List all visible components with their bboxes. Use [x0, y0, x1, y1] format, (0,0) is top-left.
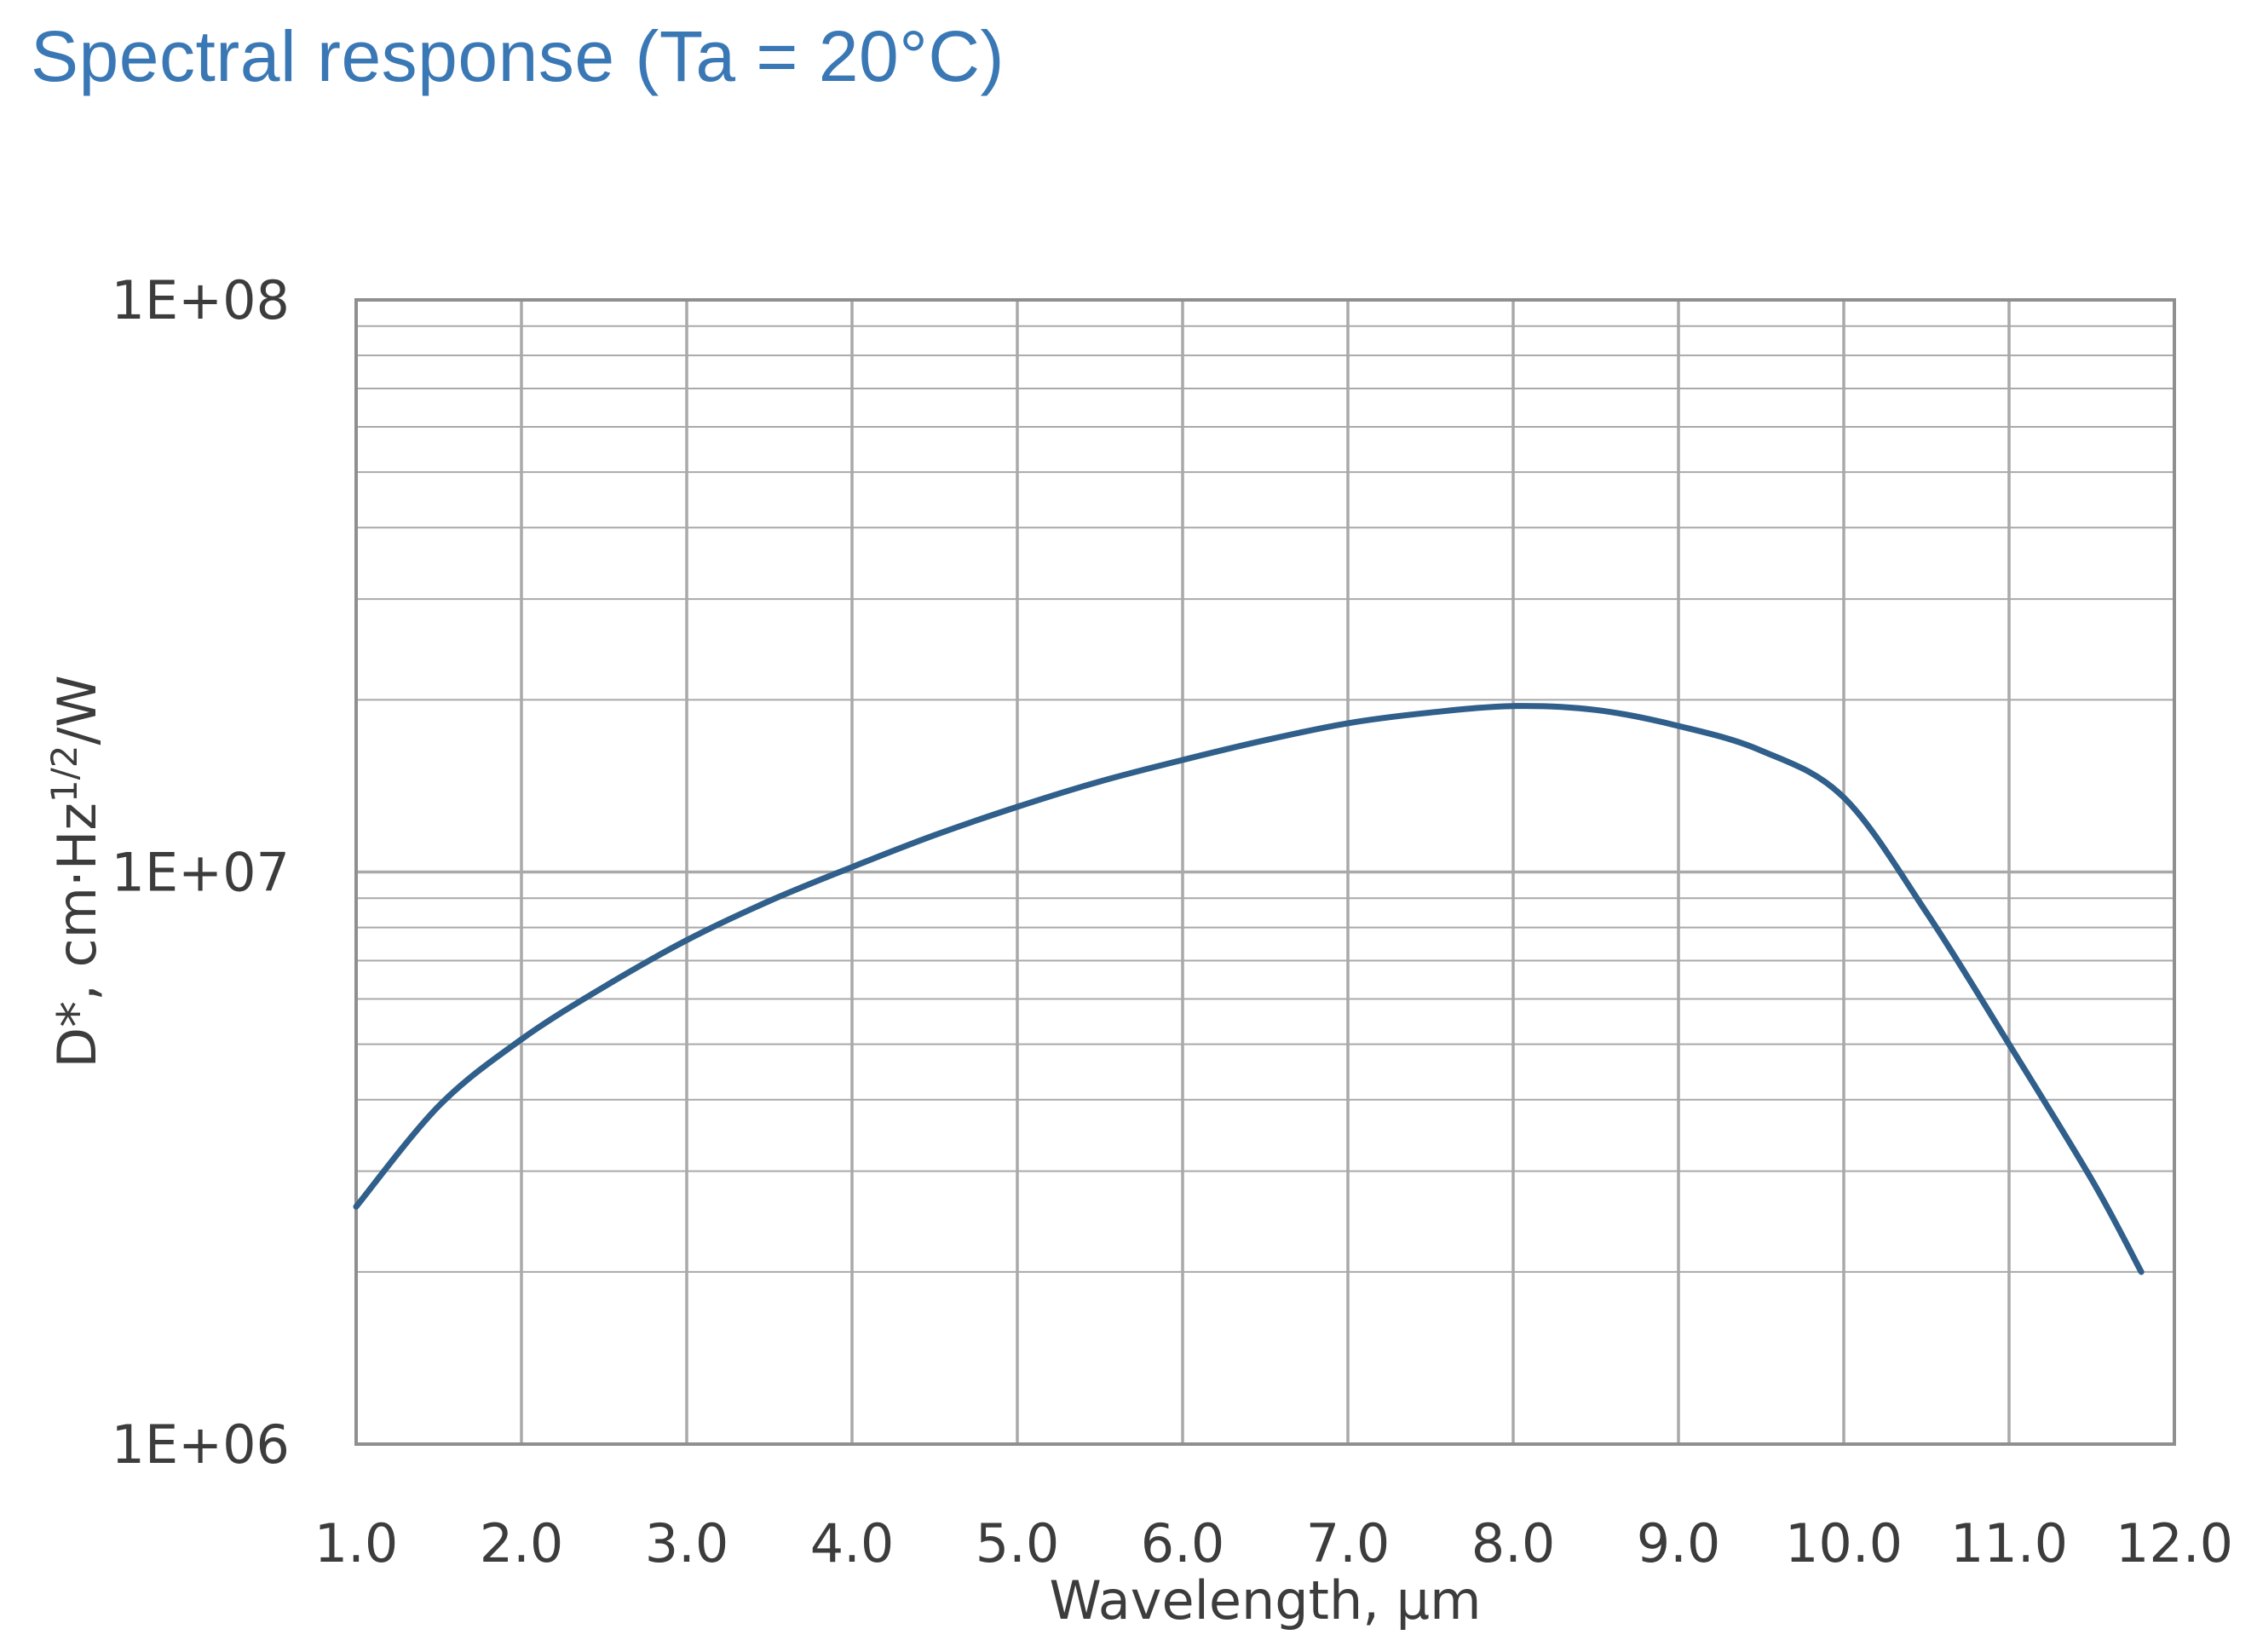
x-axis-title: Wavelength, µm: [1049, 1569, 1481, 1632]
y-axis-title-superscript: 1/2: [43, 745, 85, 803]
y-tick-label: 1E+06: [112, 1413, 290, 1476]
y-tick-label: 1E+08: [112, 269, 290, 331]
x-tick-label: 8.0: [1471, 1512, 1556, 1574]
y-axis-title-main: D*, cm·Hz: [46, 803, 108, 1068]
x-tick-label: 4.0: [810, 1512, 895, 1574]
y-axis-title-tail: /W: [46, 675, 108, 745]
plot-frame: [354, 298, 2176, 1446]
x-tick-label: 10.0: [1785, 1512, 1903, 1574]
series-line: [353, 703, 2145, 1275]
x-tick-label: 1.0: [314, 1512, 399, 1574]
chart-title: Spectral response (Ta = 20°C): [31, 16, 1005, 96]
x-tick-label: 11.0: [1950, 1512, 2068, 1574]
x-tick-label: 12.0: [2116, 1512, 2233, 1574]
x-tick-label: 2.0: [480, 1512, 564, 1574]
x-tick-label: 7.0: [1306, 1512, 1390, 1574]
y-axis-title: D*, cm·Hz1/2/W: [43, 675, 108, 1068]
x-tick-label: 3.0: [645, 1512, 729, 1574]
x-tick-label: 9.0: [1637, 1512, 1721, 1574]
x-axis-tick-labels: 1.0 2.0 3.0 4.0 5.0 6.0 7.0 8.0 9.0 10.0 11.0 12.0: [314, 1512, 2233, 1574]
y-tick-label: 1E+07: [112, 842, 290, 904]
x-tick-label: 5.0: [976, 1512, 1060, 1574]
y-axis-tick-labels: 1E+06 1E+07 1E+08: [112, 269, 290, 1476]
x-tick-label: 6.0: [1141, 1512, 1225, 1574]
